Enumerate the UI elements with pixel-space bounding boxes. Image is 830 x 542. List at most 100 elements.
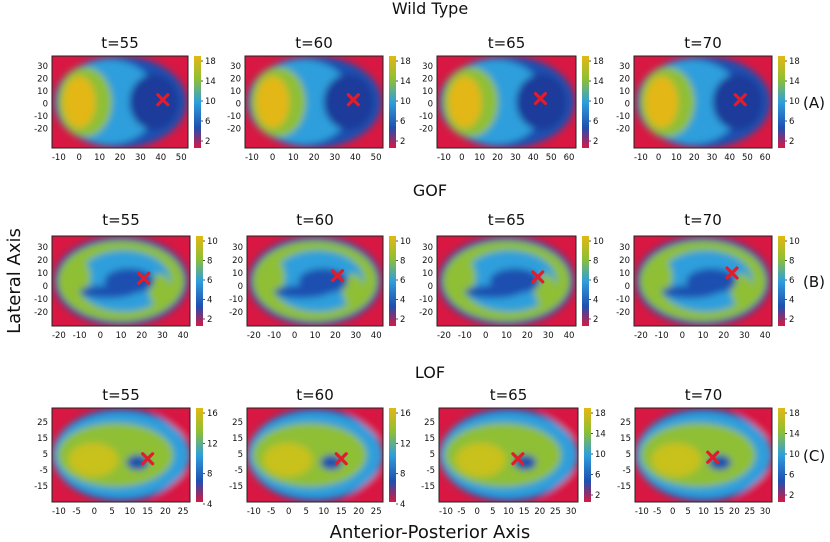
marker-x <box>156 93 170 107</box>
y-tick-label: 25 <box>37 418 48 428</box>
x-tick-label: -5 <box>653 507 661 517</box>
row-2: LOF(C)t=55-10 -5 0 5 10 15 20 2525155-5-1516128… <box>34 363 825 517</box>
panel-title: t=65 <box>490 386 528 404</box>
x-tick-label: -10 <box>634 153 648 163</box>
x-tick-label: 30 <box>739 331 750 341</box>
panel-title: t=70 <box>684 211 722 229</box>
y-tick-label: 5 <box>43 450 48 460</box>
y-tick-label: -10 <box>229 295 243 305</box>
panel-title: t=65 <box>488 34 526 52</box>
panel-title: t=55 <box>102 386 140 404</box>
x-tick-label: 30 <box>566 507 577 517</box>
colorbar-tick-label: 10 <box>207 237 218 247</box>
x-tick-label: 0 <box>98 331 103 341</box>
x-tick-label: 60 <box>760 153 771 163</box>
x-tick-label: 0 <box>680 331 685 341</box>
panel-title: t=55 <box>102 211 140 229</box>
row-tag: (A) <box>803 94 825 112</box>
colorbar-tick-label: 10 <box>593 237 604 247</box>
heatmap-field <box>52 56 188 148</box>
x-tick-label: 20 <box>718 331 729 341</box>
colorbar-tick-label: 6 <box>400 276 405 286</box>
y-tick-label: 20 <box>232 256 243 266</box>
y-tick-label: 30 <box>37 243 48 253</box>
x-tick-label: 20 <box>330 331 341 341</box>
y-tick-label: 0 <box>236 100 241 110</box>
x-tick-label: 0 <box>286 507 291 517</box>
colorbar-tick-label: 10 <box>789 97 800 107</box>
colorbar <box>196 236 203 326</box>
y-tick-label: 5 <box>430 450 435 460</box>
y-tick-label: 15 <box>37 434 48 444</box>
colorbar-tick-label: 2 <box>789 137 794 147</box>
y-tick-label: 0 <box>625 282 630 292</box>
row-title: Wild Type <box>392 0 468 18</box>
y-tick-label: 0 <box>238 282 243 292</box>
y-tick-label: -15 <box>421 482 435 492</box>
colorbar-tick-label: 16 <box>207 409 218 419</box>
y-tick-label: 20 <box>37 256 48 266</box>
y-tick-label: 15 <box>424 434 435 444</box>
x-tick-label: 40 <box>371 331 382 341</box>
marker-x <box>706 450 720 464</box>
y-tick-label: 30 <box>37 62 48 72</box>
colorbar-tick-label: 2 <box>400 137 405 147</box>
colorbar <box>196 408 203 502</box>
y-tick-label: -20 <box>229 308 243 318</box>
colorbar-tick-label: 2 <box>400 315 405 325</box>
x-tick-label: 20 <box>689 153 700 163</box>
colorbar-tick-label: 2 <box>789 315 794 325</box>
x-tick-label: 20 <box>160 507 171 517</box>
y-tick-label: 0 <box>428 100 433 110</box>
colorbar-tick-label: 4 <box>593 296 598 306</box>
y-tick-label: 30 <box>422 62 433 72</box>
x-tick-label: 0 <box>292 331 297 341</box>
marker-x <box>141 452 155 466</box>
x-tick-label: -10 <box>52 153 66 163</box>
colorbar-tick-label: 2 <box>593 315 598 325</box>
x-tick-label: 20 <box>729 507 740 517</box>
y-tick-label: -20 <box>34 308 48 318</box>
x-tick-label: 50 <box>546 153 557 163</box>
marker-x <box>137 271 151 285</box>
x-tick-label: 30 <box>135 153 146 163</box>
y-tick-label: -10 <box>616 112 630 122</box>
colorbar-tick-label: 12 <box>207 439 218 449</box>
x-tick-label: 40 <box>178 331 189 341</box>
y-tick-label: -20 <box>616 308 630 318</box>
colorbar <box>778 236 785 326</box>
y-tick-label: 10 <box>422 269 433 279</box>
colorbar-tick-label: 2 <box>595 491 600 501</box>
colorbar-tick-label: 8 <box>207 257 212 267</box>
colorbar-tick-label: 2 <box>205 137 210 147</box>
y-tick-label: -20 <box>419 308 433 318</box>
colorbar-tick-label: 10 <box>789 450 800 460</box>
y-tick-label: 20 <box>37 75 48 85</box>
marker-x <box>733 93 747 107</box>
x-tick-label: -20 <box>437 331 451 341</box>
x-tick-label: -20 <box>634 331 648 341</box>
y-tick-label: -10 <box>616 295 630 305</box>
panel-title: t=60 <box>295 34 333 52</box>
x-tick-label: -5 <box>72 507 80 517</box>
x-tick-label: 30 <box>706 153 717 163</box>
x-tick-label: 10 <box>310 331 321 341</box>
x-tick-label: -20 <box>52 331 66 341</box>
colorbar-tick-label: 6 <box>400 117 405 127</box>
y-tick-label: -20 <box>227 125 241 135</box>
marker-x <box>511 452 525 466</box>
y-tick-label: -5 <box>623 466 631 476</box>
panel-title: t=70 <box>684 34 722 52</box>
colorbar <box>389 408 396 502</box>
x-tick-label: 50 <box>742 153 753 163</box>
heatmap-panel: t=65 -20 -10 0 10 20 30 40 30 20 10 0 -10 -20 10 8 6 4 2 <box>419 211 604 341</box>
y-tick-label: 20 <box>230 75 241 85</box>
x-tick-label: 10 <box>288 153 299 163</box>
x-tick-label: 10 <box>94 153 105 163</box>
x-tick-label: -5 <box>267 507 275 517</box>
colorbar-tick-label: 8 <box>400 470 405 480</box>
row-tag: (B) <box>803 273 825 291</box>
y-tick-label: 10 <box>619 269 630 279</box>
heatmap-panel: t=55 -10 0 10 20 30 40 50 30 20 10 0 -10 -20 18 14 10 6 2 <box>34 34 216 163</box>
